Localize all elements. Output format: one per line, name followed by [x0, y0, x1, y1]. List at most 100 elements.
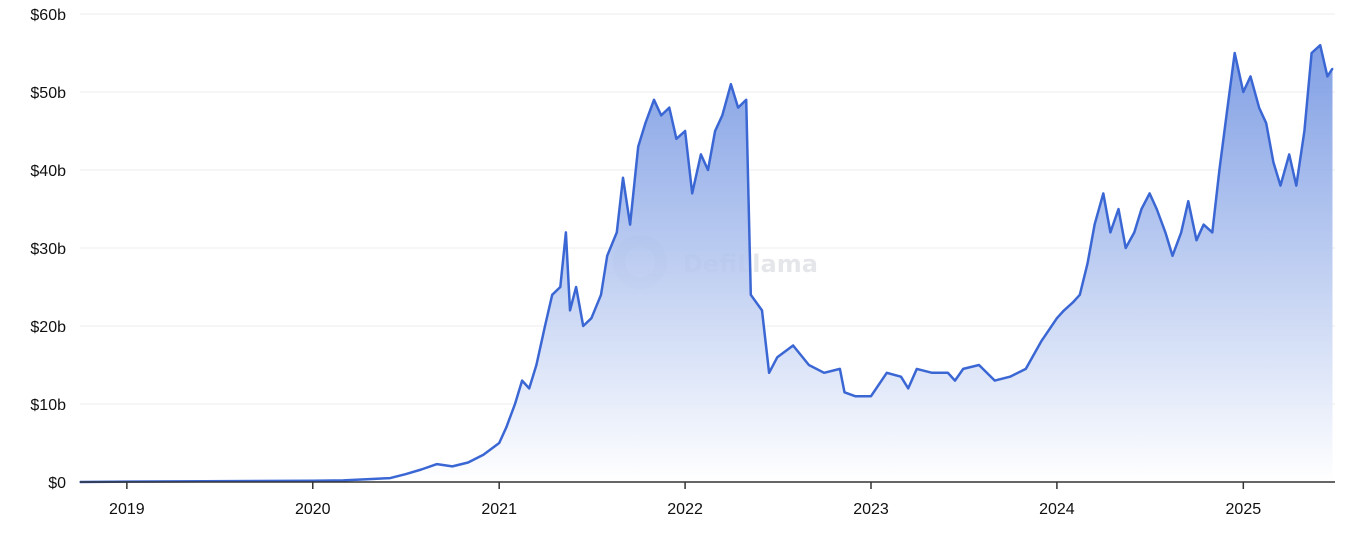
data-point	[1233, 52, 1236, 54]
data-point	[606, 255, 608, 257]
data-point	[907, 387, 909, 390]
data-point	[559, 286, 562, 288]
data-point	[1063, 309, 1065, 312]
data-point	[737, 106, 739, 109]
data-point	[1303, 130, 1306, 132]
data-point	[768, 372, 770, 374]
data-point	[668, 106, 671, 109]
data-point	[551, 294, 553, 296]
y-tick-label: $10b	[30, 397, 66, 414]
data-point	[675, 138, 678, 140]
data-point	[389, 477, 392, 479]
x-tick-label: 2019	[109, 501, 145, 518]
data-point	[1187, 200, 1190, 202]
data-point	[962, 368, 964, 370]
data-point	[886, 372, 888, 374]
data-point	[1124, 247, 1127, 249]
y-tick-label: $30b	[30, 241, 66, 258]
data-point	[994, 379, 996, 382]
data-point	[312, 480, 314, 482]
data-point	[714, 130, 716, 132]
y-axis-tick-labels: $0 $10b $20b $30b $40b $50b $60b	[30, 7, 66, 492]
data-point	[761, 309, 763, 312]
data-point	[498, 442, 501, 444]
data-point	[616, 231, 618, 234]
data-point	[505, 426, 508, 429]
data-point	[1009, 375, 1011, 378]
data-point	[978, 364, 980, 366]
data-point	[1102, 192, 1105, 195]
data-point	[637, 145, 639, 148]
data-point	[776, 356, 779, 359]
data-point	[1079, 294, 1081, 296]
x-axis-tick-labels: 2019 2020 2021 2022 2023 2024 2025	[109, 501, 1261, 518]
data-point	[521, 379, 523, 382]
data-point	[1109, 231, 1112, 234]
data-point	[1025, 368, 1027, 370]
data-point	[629, 223, 631, 226]
data-point	[900, 375, 902, 378]
data-point	[792, 344, 794, 347]
data-point	[342, 479, 345, 482]
data-point	[808, 364, 810, 366]
data-point	[1319, 44, 1321, 46]
data-point	[582, 325, 584, 327]
data-point	[590, 317, 593, 320]
data-point	[1258, 106, 1260, 109]
data-point	[565, 231, 567, 234]
y-tick-label: $0	[48, 475, 66, 492]
data-point	[660, 114, 662, 117]
x-tick-label: 2022	[667, 501, 703, 518]
data-point	[954, 379, 956, 382]
data-point	[1331, 67, 1334, 70]
data-point	[691, 192, 693, 195]
data-point	[1288, 153, 1290, 156]
data-point	[1218, 169, 1221, 171]
data-point	[684, 130, 686, 132]
data-point	[535, 364, 538, 366]
data-point	[528, 387, 530, 390]
data-point	[1164, 231, 1167, 234]
data-point	[1226, 106, 1229, 109]
data-point	[1056, 317, 1058, 320]
data-point	[514, 403, 516, 405]
series-layer	[79, 43, 1334, 484]
data-point	[569, 309, 571, 312]
data-point	[1140, 208, 1143, 210]
data-point	[1279, 184, 1282, 187]
data-point	[451, 465, 454, 468]
x-tick-label: 2021	[481, 501, 517, 518]
data-point	[1086, 262, 1089, 265]
data-point	[544, 325, 546, 327]
x-tick-label: 2020	[295, 501, 331, 518]
data-point	[644, 122, 647, 124]
data-point	[870, 395, 872, 398]
data-point	[1195, 239, 1198, 241]
data-point	[721, 114, 724, 117]
data-point	[482, 453, 485, 456]
y-tick-label: $50b	[30, 85, 66, 102]
data-point	[1180, 231, 1182, 234]
data-point	[1242, 91, 1245, 93]
x-tick-label: 2024	[1039, 501, 1075, 518]
data-point	[1155, 208, 1158, 210]
data-point	[1295, 184, 1298, 187]
data-point	[575, 286, 577, 288]
data-point	[467, 461, 469, 464]
data-point	[653, 99, 655, 101]
y-tick-label: $40b	[30, 163, 66, 180]
series-area-fill	[80, 45, 1333, 482]
data-point	[622, 177, 624, 179]
y-tick-label: $20b	[30, 319, 66, 336]
data-point	[436, 463, 438, 465]
data-point	[823, 372, 825, 374]
data-point	[1326, 75, 1329, 78]
data-point	[1310, 52, 1313, 54]
x-tick-label: 2025	[1226, 501, 1262, 518]
data-point	[916, 368, 918, 370]
data-point	[707, 169, 709, 171]
data-point	[1117, 208, 1120, 210]
y-tick-label: $60b	[30, 7, 66, 24]
data-point	[1202, 223, 1205, 226]
